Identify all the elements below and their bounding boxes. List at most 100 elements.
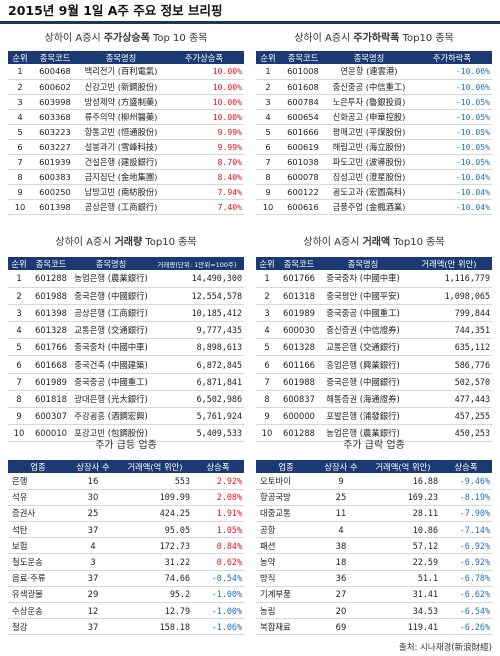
- stock-name: 흥업은행 (興業銀行): [320, 355, 406, 374]
- table-row: 복합재료 69 119.41 -6.26%: [256, 618, 492, 636]
- stock-name: 교통은행 (交通銀行): [320, 338, 406, 357]
- metric-value: -10.06%: [412, 79, 492, 95]
- stock-code: 601318: [278, 287, 320, 305]
- rank-cell: 5: [256, 124, 280, 140]
- rank-cell: 10: [8, 199, 32, 216]
- table-header-row: 업종 상장사 수 거래액(억 위안) 상승폭: [8, 460, 244, 473]
- rank-cell: 4: [256, 109, 280, 125]
- stock-name: 농업은행 (農業銀行): [320, 424, 406, 443]
- table-row: 10 601398 공상은행 (工商銀行) 7.40%: [8, 199, 244, 216]
- turnover-value: 119.41: [366, 618, 440, 636]
- table-header-row: 순위 종목코드 종목명칭 주가상승폭: [8, 51, 244, 64]
- table-row: 1 601008 연운항 (連雲港) -10.06%: [256, 64, 492, 80]
- table-row: 8 600383 금지집단 (金地集團) 8.40%: [8, 169, 244, 186]
- company-count: 38: [316, 537, 366, 555]
- rank-cell: 8: [8, 169, 32, 186]
- company-count: 25: [68, 505, 118, 523]
- turnover-value: 169.23: [366, 489, 440, 506]
- turnover-value: 95.2: [118, 586, 192, 604]
- metric-value: 8.70%: [164, 154, 244, 171]
- rank-cell: 7: [8, 154, 32, 171]
- company-count: 11: [316, 505, 366, 523]
- rank-cell: 4: [8, 109, 32, 125]
- stock-code: 600010: [30, 424, 72, 443]
- stock-code: 601988: [278, 373, 320, 391]
- column-header: 종목코드: [32, 51, 78, 64]
- company-count: 37: [68, 618, 118, 636]
- company-count: 9: [316, 473, 366, 490]
- metric-value: 12,554,578: [150, 287, 244, 305]
- table-row: 8 600837 해통증권 (海通證券) 477,443: [256, 390, 492, 409]
- stock-code: 600307: [30, 407, 72, 426]
- change-value: -7.14%: [440, 521, 492, 539]
- stock-name: 건설은행 (建設銀行): [78, 154, 164, 171]
- stock-code: 601398: [30, 304, 72, 323]
- table-row: 항공국방 25 169.23 -8.19%: [256, 489, 492, 506]
- rank-cell: 3: [256, 94, 280, 110]
- column-header: 업종: [8, 460, 68, 473]
- rank-cell: 1: [256, 270, 278, 288]
- stock-code: 600619: [280, 139, 326, 156]
- rank-cell: 4: [8, 321, 30, 340]
- metric-value: 635,112: [406, 338, 492, 357]
- stock-code: 601988: [30, 287, 72, 305]
- stock-name: 포발은행 (浦發銀行): [320, 407, 406, 426]
- metric-value: -10.05%: [412, 139, 492, 156]
- stock-code: 601608: [280, 79, 326, 95]
- table-row: 9 600122 굉도고과 (宏圖高科) -10.04%: [256, 184, 492, 201]
- metric-value: 6,871,841: [150, 373, 244, 391]
- rank-cell: 7: [8, 373, 30, 391]
- column-header: 상승폭: [440, 460, 492, 473]
- stock-code: 603998: [32, 94, 78, 110]
- rank-cell: 7: [256, 154, 280, 171]
- metric-value: -10.05%: [412, 154, 492, 171]
- company-count: 3: [68, 553, 118, 571]
- metric-value: 10.00%: [164, 94, 244, 110]
- table-row: 9 600000 포발은행 (浦發銀行) 457,255: [256, 407, 492, 426]
- stock-name: 중국중공 (中國重工): [72, 373, 150, 391]
- company-count: 12: [68, 602, 118, 620]
- caption-top-gainers: 상하이 A증시 주가상승폭 Top 10 종목: [44, 33, 208, 44]
- table-row: 기계부품 27 31.41 -6.62%: [256, 586, 492, 604]
- stock-name: 파도고빈 (波導股份): [326, 154, 412, 171]
- stock-name: 포강고빈 (包鋼股份): [72, 424, 150, 443]
- turnover-value: 57.12: [366, 537, 440, 555]
- sector-name: 공항: [256, 521, 316, 539]
- change-value: -0.54%: [192, 570, 244, 587]
- column-header: 종목명칭: [72, 257, 150, 270]
- table-header-row: 순위 종목코드 종목명칭 거래액(만 위안): [256, 257, 492, 270]
- stock-name: 신강고빈 (新鋼股份): [78, 79, 164, 95]
- stock-code: 601989: [278, 304, 320, 323]
- turnover-value: 51.1: [366, 570, 440, 587]
- table-row: 6 600619 해립고빈 (海立股份) -10.05%: [256, 139, 492, 156]
- rank-cell: 7: [256, 373, 278, 391]
- table-row: 3 601398 공상은행 (工商銀行) 10,185,412: [8, 304, 244, 323]
- sector-name: 기계부품: [256, 586, 316, 604]
- table-row: 5 601328 교통은행 (交通銀行) 635,112: [256, 338, 492, 357]
- rank-cell: 10: [256, 424, 278, 443]
- metric-value: 1,116,779: [406, 270, 492, 288]
- stock-name: 공상은행 (工商銀行): [72, 304, 150, 323]
- column-header: 종목명칭: [78, 51, 164, 64]
- column-header: 종목코드: [30, 257, 72, 270]
- change-value: -7.90%: [440, 505, 492, 523]
- table-row: 1 601288 농업은행 (農業銀行) 14,490,300: [8, 270, 244, 288]
- table-row: 10 601288 농업은행 (農業銀行) 450,253: [256, 424, 492, 443]
- table-row: 농림 20 34.53 -6.54%: [256, 602, 492, 620]
- stock-code: 601038: [280, 154, 326, 171]
- stock-name: 광대은행 (光大銀行): [72, 390, 150, 409]
- sector-name: 음료·주류: [8, 570, 68, 587]
- turnover-value: 16.88: [366, 473, 440, 490]
- sector-name: 복합재료: [256, 618, 316, 636]
- rank-cell: 8: [256, 390, 278, 409]
- change-value: -6.92%: [440, 553, 492, 571]
- column-header: 거래액(만 위안): [406, 257, 492, 270]
- sector-name: 대중교통: [256, 505, 316, 523]
- column-header: 순위: [8, 257, 30, 270]
- sector-name: 유색광물: [8, 586, 68, 604]
- metric-value: 7.40%: [164, 199, 244, 216]
- table-row: 음료·주류 37 74.66 -0.54%: [8, 570, 244, 587]
- metric-value: 5,761,924: [150, 407, 244, 426]
- stock-name: 교통은행 (交通銀行): [72, 321, 150, 340]
- rank-cell: 10: [256, 199, 280, 216]
